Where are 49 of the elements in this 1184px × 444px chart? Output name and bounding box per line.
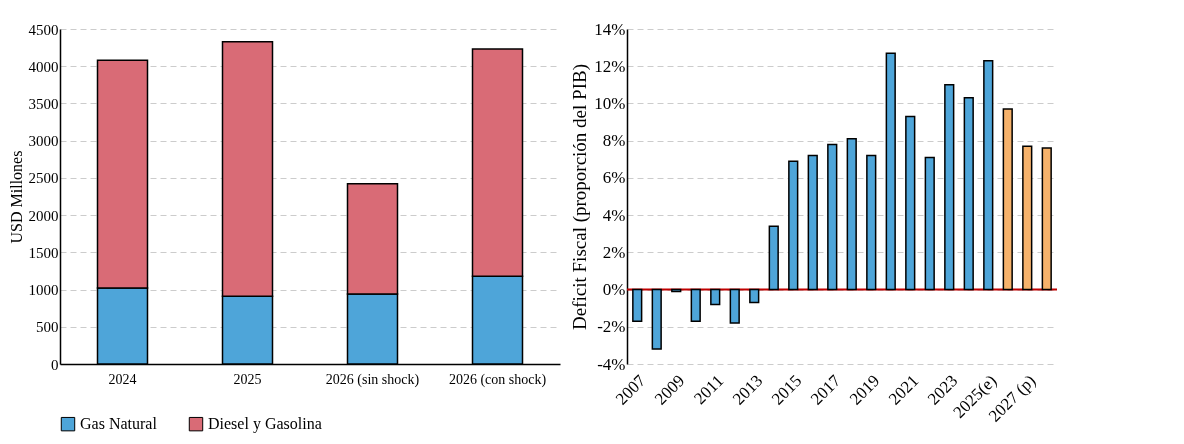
bar (729, 288, 740, 324)
bar (885, 52, 896, 291)
y-tick-label: -4% (597, 354, 626, 374)
bar (768, 225, 779, 291)
bar (944, 84, 955, 291)
y-tick-label: 0% (602, 280, 626, 300)
bar (651, 288, 662, 350)
y-axis-title: USD Millones (7, 150, 25, 244)
bar (827, 143, 838, 291)
y-tick-label: 4000 (28, 58, 59, 75)
bar (807, 154, 818, 291)
bar (788, 160, 799, 291)
y-tick-label: 10% (594, 93, 626, 113)
y-tick-label: 12% (594, 56, 626, 76)
bar (963, 97, 974, 291)
bar (690, 288, 701, 322)
x-tick-label: 2026 (sin shock) (325, 371, 420, 388)
x-tick-label: 2025 (233, 371, 262, 387)
bar (866, 154, 877, 291)
bar (749, 288, 760, 304)
bar (983, 59, 994, 291)
x-tick-label: 2026 (con shock) (448, 371, 547, 388)
y-tick-label: 14% (594, 19, 626, 39)
x-tick-label: 2024 (108, 371, 137, 387)
y-tick-label: 4% (602, 205, 626, 225)
bar (632, 288, 643, 322)
y-tick-label: 4500 (28, 21, 59, 38)
y-tick-label: 8% (602, 131, 626, 151)
legend-label: Diesel y Gasolina (208, 415, 322, 434)
y-axis-title: Deficit Fiscal (proporción del PIB) (569, 64, 592, 330)
y-tick-label: 3000 (28, 133, 59, 150)
bar (1002, 108, 1013, 291)
y-tick-label: 0 (51, 356, 59, 373)
y-tick-label: 3500 (28, 95, 59, 112)
y-tick-label: 1000 (28, 282, 59, 299)
y-tick-label: 2500 (28, 170, 59, 187)
bar (846, 138, 857, 291)
bar (710, 288, 721, 306)
y-tick-label: 6% (602, 168, 626, 188)
bar (1022, 145, 1033, 291)
bar (924, 156, 935, 291)
legend-label: Gas Natural (80, 415, 158, 433)
y-tick-label: 500 (36, 319, 59, 336)
bar (905, 115, 916, 291)
bar (1041, 147, 1052, 291)
y-tick-label: -2% (597, 317, 626, 337)
y-tick-label: 1500 (28, 244, 59, 261)
y-tick-label: 2000 (28, 207, 59, 224)
y-tick-label: 2% (602, 242, 626, 262)
